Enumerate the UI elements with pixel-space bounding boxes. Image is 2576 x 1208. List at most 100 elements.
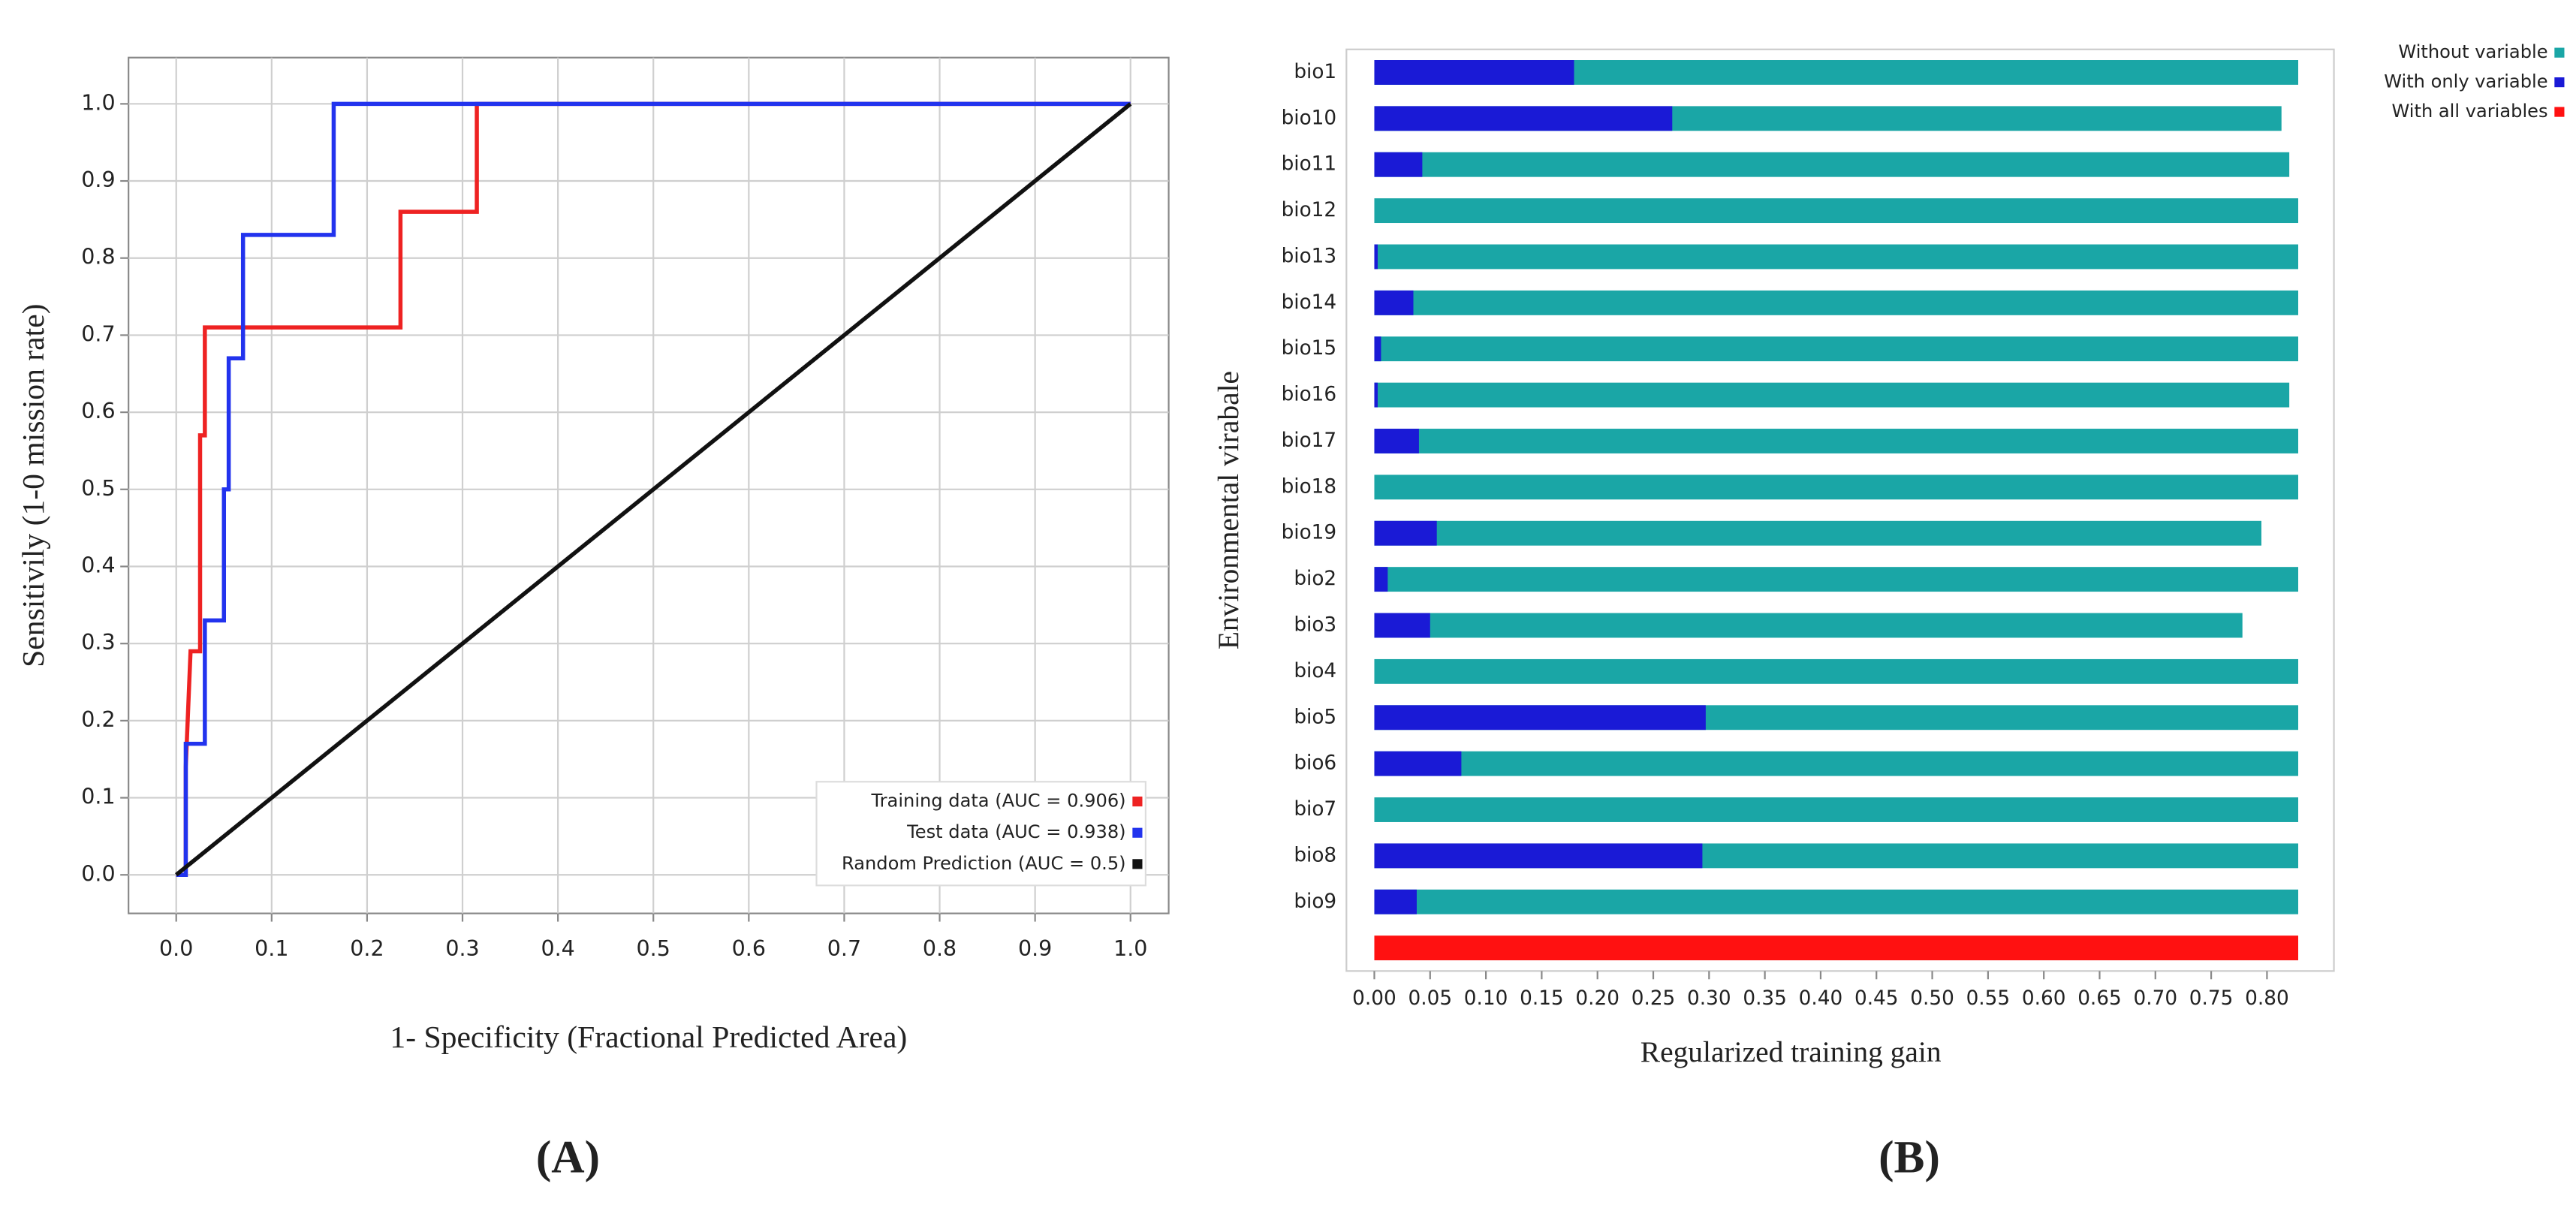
- x-tick-label: 0.7: [827, 936, 861, 961]
- y-tick-label: 1.0: [81, 90, 115, 115]
- x-tick-label: 0.65: [2077, 987, 2122, 1010]
- x-tick-label: 0.05: [1409, 987, 1453, 1010]
- y-tick-label: bio14: [1282, 291, 1337, 314]
- legend-box: [815, 781, 1146, 887]
- x-tick-label: 0.4: [541, 936, 574, 961]
- legend-swatch: [2554, 47, 2565, 58]
- y-tick-label: 0.1: [81, 785, 115, 809]
- bar: [1374, 106, 1673, 131]
- legend-label: Training data (AUC = 0.906): [870, 791, 1125, 812]
- bar: [1374, 152, 1423, 177]
- y-tick-label: 0.8: [81, 245, 115, 270]
- legend-swatch: [1132, 827, 1143, 838]
- bar: [1374, 935, 2299, 961]
- bar: [1374, 198, 2299, 224]
- panel-label: (B): [1879, 1132, 1940, 1183]
- bar: [1374, 705, 1706, 731]
- bar: [1374, 244, 2299, 270]
- bar: [1374, 429, 1419, 453]
- bar: [1374, 336, 1381, 362]
- legend-label: With only variable: [2384, 71, 2547, 92]
- bar: [1374, 751, 1462, 776]
- x-tick-label: 0.9: [1018, 936, 1052, 961]
- x-tick-label: 0.0: [159, 936, 193, 961]
- y-tick-label: bio11: [1282, 153, 1337, 176]
- x-tick-label: 0.45: [1854, 987, 1899, 1010]
- bar: [1374, 474, 2299, 500]
- x-tick-label: 0.75: [2189, 987, 2234, 1010]
- y-tick-label: 0.9: [81, 167, 115, 192]
- y-axis-label: Sensitivily (1-0 mission rate): [17, 303, 51, 667]
- legend-swatch: [2554, 107, 2565, 117]
- y-tick-label: bio1: [1294, 61, 1336, 83]
- y-tick-label: bio10: [1282, 107, 1337, 129]
- y-tick-label: bio2: [1294, 568, 1336, 590]
- legend-label: With all variables: [2391, 101, 2547, 122]
- bar: [1374, 244, 1378, 270]
- bar: [1374, 889, 1417, 914]
- bar: [1374, 658, 2299, 684]
- y-tick-label: bio15: [1282, 337, 1337, 360]
- y-tick-label: bio9: [1294, 890, 1336, 913]
- y-tick-label: 0.6: [81, 399, 115, 423]
- x-tick-label: 0.40: [1799, 987, 1843, 1010]
- y-axis-label: Environmental virabale: [1212, 371, 1245, 649]
- bar: [1374, 382, 1378, 408]
- legend-label: Test data (AUC = 0.938): [906, 821, 1125, 842]
- plot-frame-b: [1345, 48, 2335, 972]
- x-tick-label: 0.10: [1464, 987, 1508, 1010]
- x-tick-label: 0.35: [1743, 987, 1787, 1010]
- bar: [1374, 336, 2299, 362]
- y-tick-label: 0.2: [81, 707, 115, 732]
- x-tick-label: 0.55: [1966, 987, 2011, 1010]
- bar: [1374, 797, 2299, 822]
- bar: [1374, 520, 1437, 546]
- bar: [1374, 567, 1388, 592]
- roc-line: [174, 102, 1132, 877]
- x-tick-label: 0.8: [923, 936, 957, 961]
- bar: [1374, 429, 2299, 453]
- x-axis-label: 1- Specificity (Fractional Predicted Are…: [390, 1020, 907, 1055]
- x-tick-label: 0.30: [1687, 987, 1731, 1010]
- legend-label: Without variable: [2398, 41, 2547, 62]
- legend-swatch: [1132, 859, 1143, 869]
- bar: [1374, 60, 1574, 85]
- y-tick-label: 0.7: [81, 321, 115, 346]
- x-tick-label: 0.20: [1575, 987, 1619, 1010]
- y-tick-label: bio5: [1294, 706, 1336, 728]
- y-tick-label: bio6: [1294, 752, 1336, 775]
- bar: [1374, 843, 1703, 869]
- y-tick-label: bio13: [1282, 245, 1337, 267]
- x-tick-label: 0.3: [445, 936, 479, 961]
- roc-line: [176, 101, 1131, 878]
- y-tick-label: 0.3: [81, 630, 115, 655]
- x-tick-label: 0.15: [1520, 987, 1564, 1010]
- y-tick-label: bio19: [1282, 522, 1337, 544]
- y-tick-label: bio17: [1282, 429, 1337, 452]
- x-tick-label: 0.00: [1352, 987, 1396, 1010]
- bar: [1374, 520, 2261, 546]
- legend-swatch: [1132, 796, 1143, 807]
- x-axis-label: Regularized training gain: [1641, 1035, 1942, 1068]
- y-tick-label: 0.0: [81, 861, 115, 886]
- y-tick-label: bio7: [1294, 798, 1336, 821]
- legend-label: Random Prediction (AUC = 0.5): [842, 853, 1126, 874]
- x-tick-label: 0.60: [2022, 987, 2066, 1010]
- bar: [1374, 290, 1414, 315]
- bar: [1374, 152, 2290, 177]
- x-tick-label: 0.70: [2134, 987, 2178, 1010]
- y-tick-label: bio18: [1282, 475, 1337, 498]
- x-tick-label: 1.0: [1113, 936, 1147, 961]
- x-tick-label: 0.2: [350, 936, 384, 961]
- bar: [1374, 751, 2299, 776]
- y-tick-label: bio16: [1282, 384, 1337, 406]
- panel-label: (A): [536, 1132, 600, 1183]
- x-tick-label: 0.80: [2245, 987, 2289, 1010]
- y-tick-label: bio3: [1294, 613, 1336, 636]
- x-tick-label: 0.25: [1631, 987, 1676, 1010]
- bar: [1374, 613, 1430, 638]
- bar: [1374, 382, 2290, 408]
- x-tick-label: 0.5: [637, 936, 670, 961]
- bar: [1374, 889, 2299, 914]
